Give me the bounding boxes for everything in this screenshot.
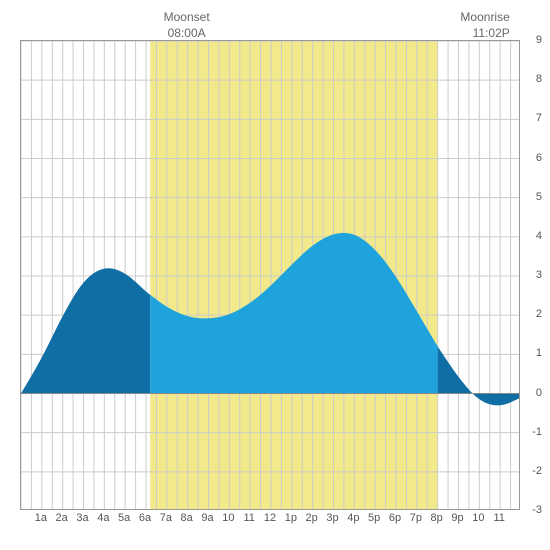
x-tick-label: 5a: [118, 512, 130, 524]
moonrise-title: Moonrise: [460, 10, 509, 24]
x-tick-label: 11: [243, 512, 254, 524]
plot-area: [20, 40, 520, 510]
moonset-label: Moonset 08:00A: [157, 10, 217, 41]
x-tick-label: 3p: [326, 512, 338, 524]
y-tick-label: 5: [536, 191, 542, 203]
y-tick-label: 7: [536, 112, 542, 124]
x-axis: 1a 2a 3a 4a 5a 6a 7a 8a 9a 10 11 12 1p 2p 3p 4p 5p 6p 7p 8p…: [20, 512, 520, 532]
plot-svg: [21, 41, 520, 510]
x-tick-label: 10: [472, 512, 484, 524]
x-tick-label: 5p: [368, 512, 380, 524]
x-tick-label: 7p: [410, 512, 422, 524]
moonset-title: Moonset: [164, 10, 210, 24]
moonrise-time: 11:02P: [450, 26, 510, 42]
x-tick-label: 9p: [451, 512, 463, 524]
y-tick-label: 6: [536, 152, 542, 164]
moonrise-label: Moonrise 11:02P: [450, 10, 510, 41]
y-tick-label: -1: [532, 426, 542, 438]
x-tick-label: 2p: [306, 512, 318, 524]
x-tick-label: 1a: [35, 512, 47, 524]
x-tick-label: 6a: [139, 512, 151, 524]
x-tick-label: 4a: [97, 512, 109, 524]
y-tick-label: 8: [536, 73, 542, 85]
x-tick-label: 1p: [285, 512, 297, 524]
tide-chart: Moonset 08:00A Moonrise 11:02P -3-2-1012…: [10, 10, 540, 540]
x-tick-label: 12: [264, 512, 276, 524]
x-tick-label: 6p: [389, 512, 401, 524]
y-tick-label: 4: [536, 230, 542, 242]
y-tick-label: -2: [532, 465, 542, 477]
y-tick-label: 3: [536, 269, 542, 281]
x-tick-label: 2a: [56, 512, 68, 524]
y-tick-label: 0: [536, 387, 542, 399]
x-tick-label: 11: [493, 512, 504, 524]
x-tick-label: 7a: [160, 512, 172, 524]
x-tick-label: 3a: [76, 512, 88, 524]
x-tick-label: 8a: [181, 512, 193, 524]
x-tick-label: 10: [222, 512, 234, 524]
y-tick-label: 2: [536, 308, 542, 320]
x-tick-label: 9a: [201, 512, 213, 524]
y-tick-label: 9: [536, 34, 542, 46]
y-tick-label: -3: [532, 504, 542, 516]
moonset-time: 08:00A: [157, 26, 217, 42]
x-tick-label: 4p: [347, 512, 359, 524]
y-tick-label: 1: [536, 347, 542, 359]
y-axis: -3-2-10123456789: [520, 40, 542, 510]
x-tick-label: 8p: [431, 512, 443, 524]
